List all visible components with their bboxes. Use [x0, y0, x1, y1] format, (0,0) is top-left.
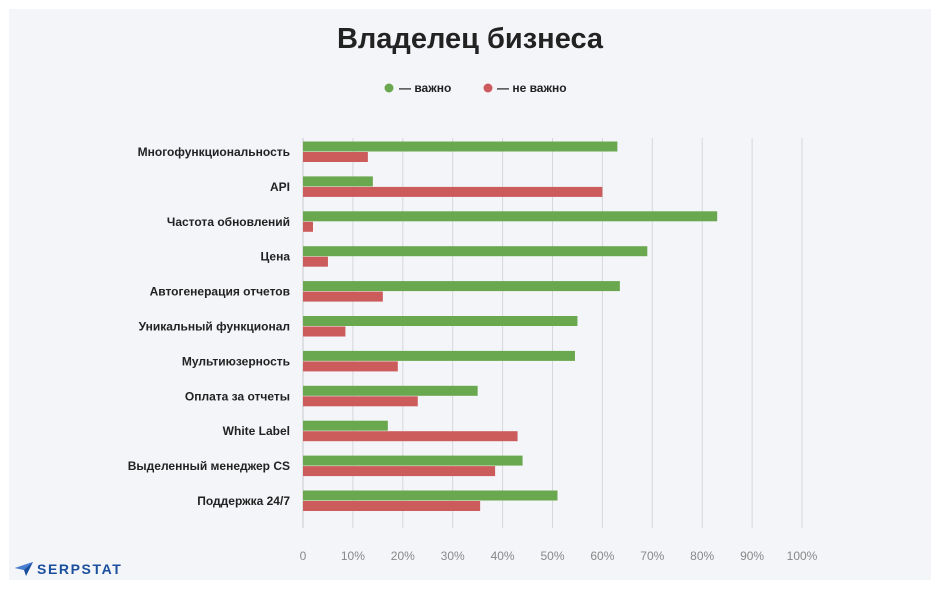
legend-label-not-important: — не важно: [497, 81, 567, 95]
bar-important: [303, 350, 575, 361]
x-tick-label: 80%: [690, 549, 714, 563]
bar-important: [303, 420, 388, 431]
x-tick-label: 70%: [640, 549, 664, 563]
bar-not-important: [303, 221, 313, 232]
bar-important: [303, 316, 578, 326]
bar-important: [303, 490, 558, 501]
x-tick-label: 90%: [740, 549, 764, 563]
bar-not-important: [303, 152, 368, 162]
category-label: Автогенерация отчетов: [150, 285, 290, 299]
chart-title: Владелец бизнеса: [337, 23, 604, 55]
x-tick-label: 20%: [391, 549, 415, 563]
bar-not-important: [303, 466, 496, 477]
bar-not-important: [303, 501, 481, 511]
x-tick-label: 40%: [491, 549, 515, 563]
category-label: Мультиюзерность: [182, 354, 290, 368]
bar-not-important: [303, 291, 383, 302]
category-label: Многофункциональность: [138, 145, 290, 159]
bar-not-important: [303, 396, 418, 407]
category-label: Цена: [260, 250, 290, 264]
legend-marker-important: [384, 83, 394, 93]
chart-panel: [9, 9, 931, 580]
category-label: Выделенный менеджер CS: [128, 459, 290, 473]
bar-important: [303, 176, 373, 187]
legend-label-important: — важно: [399, 81, 451, 95]
category-labels: Многофункциональность API Частота обновлен…: [128, 145, 291, 508]
category-label: Частота обновлений: [167, 215, 290, 229]
x-tick-label: 60%: [590, 549, 614, 563]
bar-important: [303, 385, 478, 396]
bar-important: [303, 246, 648, 257]
category-label: Уникальный функционал: [139, 320, 290, 334]
x-tick-label: 10%: [341, 549, 365, 563]
category-label: White Label: [223, 424, 290, 438]
x-tick-label: 0: [300, 549, 307, 563]
serpstat-logo-icon: [15, 562, 33, 576]
x-tick-label: 30%: [441, 549, 465, 563]
x-tick-label: 100%: [787, 549, 818, 563]
serpstat-logo: SERPSTAT: [15, 561, 122, 577]
category-label: Оплата за отчеты: [185, 389, 290, 403]
legend: — важно — не важно: [384, 81, 567, 95]
bar-important: [303, 455, 523, 466]
bar-important: [303, 281, 620, 292]
bar-not-important: [303, 361, 398, 372]
x-tick-label: 50%: [540, 549, 564, 563]
x-axis-ticks: 0 10% 20% 30% 40% 50% 60% 70% 80% 90% 100%: [300, 549, 818, 563]
chart-bars: [303, 141, 718, 511]
bar-important: [303, 211, 718, 222]
chart-grid: [302, 138, 803, 528]
category-label: Поддержка 24/7: [197, 494, 290, 508]
bar-not-important: [303, 186, 603, 197]
legend-marker-not-important: [483, 83, 493, 93]
bar-important: [303, 141, 618, 152]
bar-not-important: [303, 256, 328, 267]
serpstat-logo-text: SERPSTAT: [37, 561, 123, 577]
category-label: API: [270, 180, 290, 194]
bar-not-important: [303, 326, 346, 337]
bar-not-important: [303, 431, 518, 442]
